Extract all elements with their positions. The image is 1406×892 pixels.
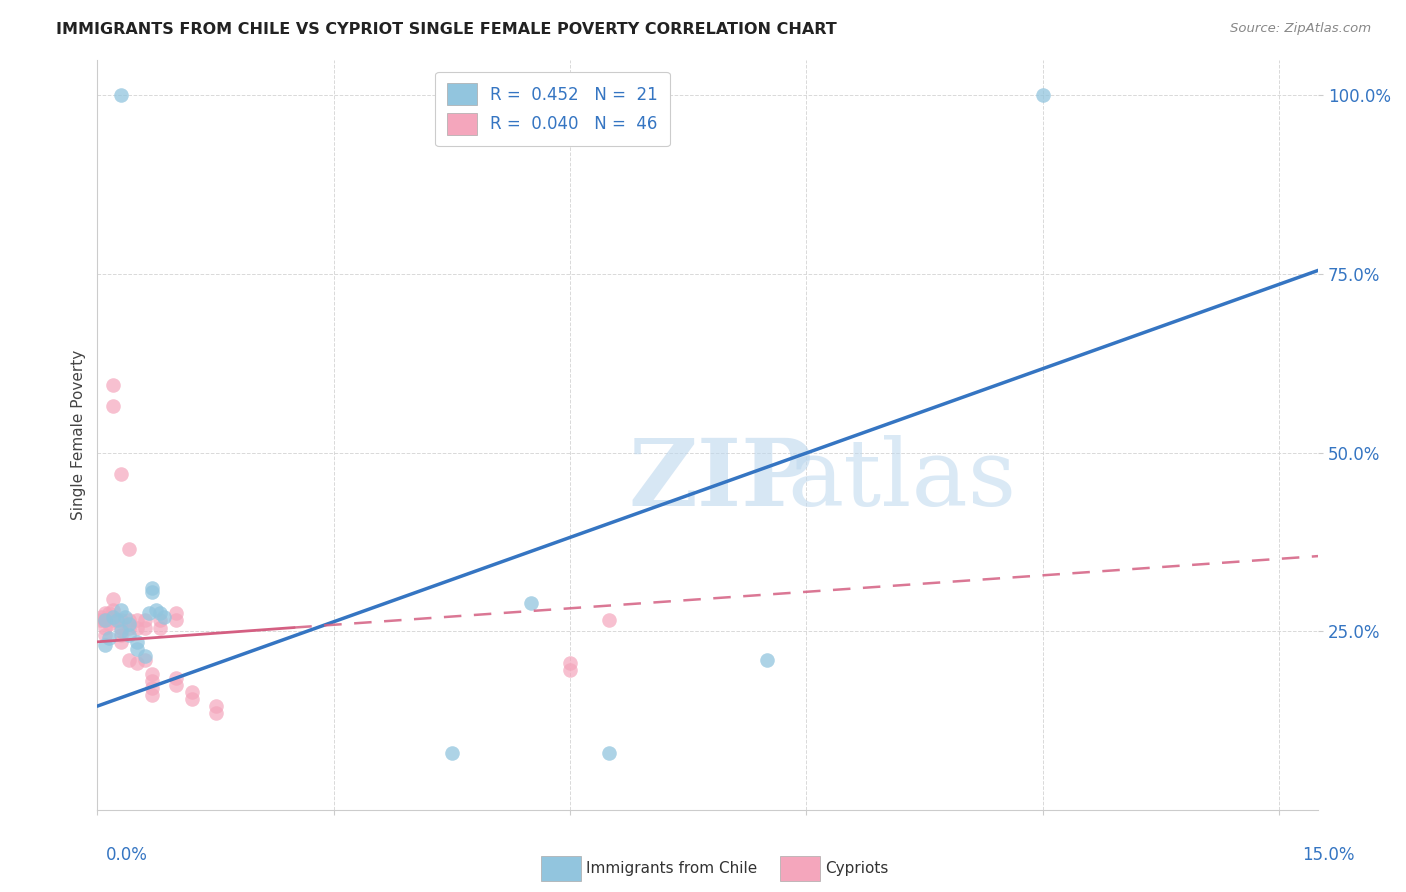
Point	[165, 606, 187, 620]
Point	[149, 614, 172, 628]
Point	[125, 621, 148, 635]
Point	[110, 635, 132, 649]
Point	[165, 614, 187, 628]
Point	[165, 671, 187, 685]
Point	[149, 606, 172, 620]
Point	[101, 609, 124, 624]
Text: 0.0%: 0.0%	[105, 846, 148, 863]
Point	[98, 632, 121, 646]
Legend: R =  0.452   N =  21, R =  0.040   N =  46: R = 0.452 N = 21, R = 0.040 N = 46	[436, 71, 669, 146]
Point	[101, 399, 124, 413]
Point	[125, 642, 148, 657]
Point	[125, 635, 148, 649]
Point	[598, 614, 620, 628]
Point	[118, 628, 141, 642]
Point	[180, 692, 202, 706]
Point	[118, 617, 141, 632]
Point	[141, 581, 163, 595]
Point	[114, 609, 136, 624]
Point	[118, 614, 141, 628]
Point	[101, 377, 124, 392]
Point	[90, 609, 112, 624]
Point	[94, 606, 117, 620]
Point	[91, 614, 114, 628]
Point	[204, 706, 226, 721]
Text: Cypriots: Cypriots	[825, 862, 889, 876]
Point	[204, 699, 226, 714]
Point	[141, 681, 163, 696]
Point	[558, 664, 581, 678]
Point	[598, 746, 620, 760]
Point	[125, 657, 148, 671]
Point	[165, 678, 187, 692]
Text: Immigrants from Chile: Immigrants from Chile	[586, 862, 758, 876]
Text: ZIP: ZIP	[628, 434, 813, 524]
Point	[519, 595, 541, 609]
Point	[98, 617, 121, 632]
Point	[440, 746, 463, 760]
Point	[110, 621, 132, 635]
Point	[101, 602, 124, 616]
Point	[105, 614, 128, 628]
Point	[118, 541, 141, 556]
Point	[110, 628, 132, 642]
Point	[558, 657, 581, 671]
Point	[180, 685, 202, 699]
Text: atlas: atlas	[787, 434, 1017, 524]
Point	[134, 653, 156, 667]
Point	[110, 624, 132, 639]
Point	[134, 614, 156, 628]
Point	[134, 621, 156, 635]
Point	[149, 621, 172, 635]
Point	[125, 614, 148, 628]
Point	[153, 609, 176, 624]
Text: Source: ZipAtlas.com: Source: ZipAtlas.com	[1230, 22, 1371, 36]
Point	[141, 667, 163, 681]
Point	[94, 639, 117, 653]
Point	[118, 621, 141, 635]
Point	[94, 628, 117, 642]
Point	[94, 621, 117, 635]
Point	[110, 467, 132, 481]
Point	[138, 606, 160, 620]
Point	[755, 653, 778, 667]
Point	[101, 614, 124, 628]
Text: IMMIGRANTS FROM CHILE VS CYPRIOT SINGLE FEMALE POVERTY CORRELATION CHART: IMMIGRANTS FROM CHILE VS CYPRIOT SINGLE …	[56, 22, 837, 37]
Point	[110, 602, 132, 616]
Y-axis label: Single Female Poverty: Single Female Poverty	[72, 350, 86, 520]
Point	[134, 649, 156, 664]
Point	[110, 88, 132, 103]
Point	[110, 614, 132, 628]
Point	[145, 602, 167, 616]
Point	[141, 674, 163, 689]
Point	[98, 606, 121, 620]
Point	[94, 614, 117, 628]
Point	[101, 591, 124, 606]
Point	[94, 614, 117, 628]
Point	[141, 584, 163, 599]
Point	[89, 614, 111, 628]
Point	[118, 653, 141, 667]
Point	[1032, 88, 1054, 103]
Text: 15.0%: 15.0%	[1302, 846, 1355, 863]
Point	[141, 689, 163, 703]
